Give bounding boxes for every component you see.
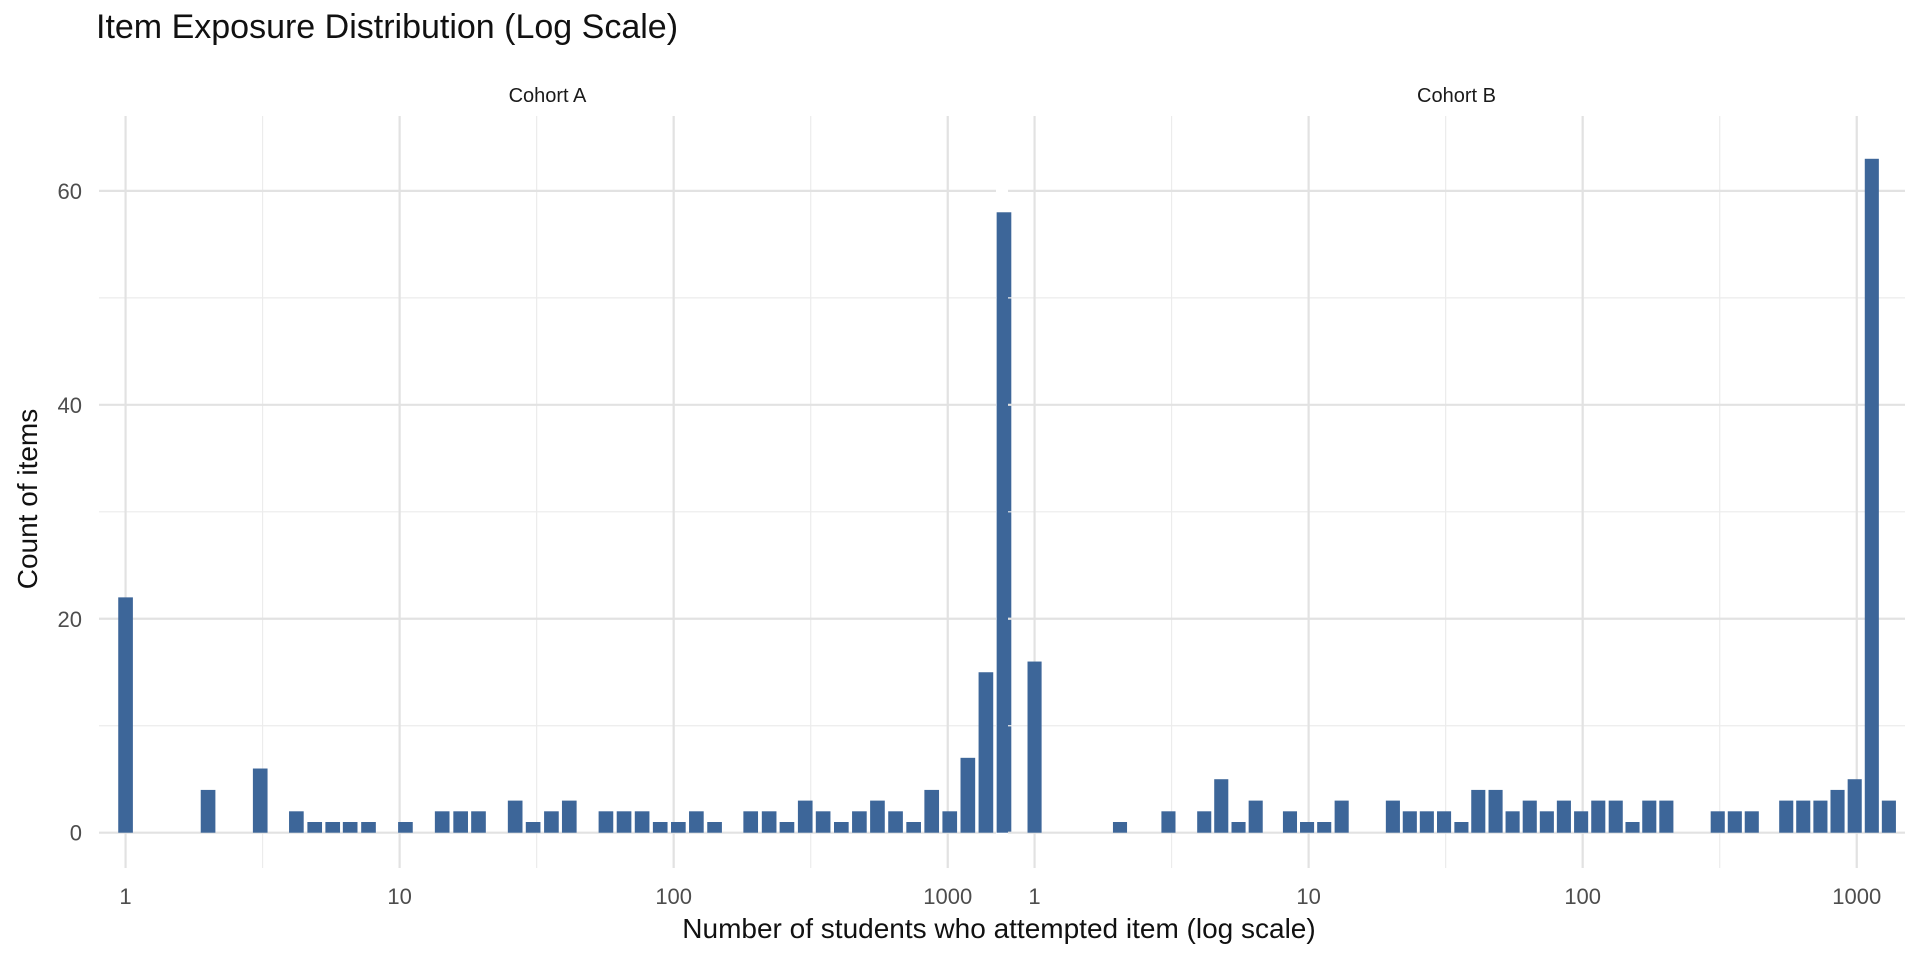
bar (252, 768, 268, 833)
bar (1881, 800, 1896, 833)
bar (1334, 800, 1349, 833)
bar (1591, 800, 1606, 833)
x-tick-label: 100 (1564, 884, 1601, 909)
bar (1796, 800, 1811, 833)
x-tick-label: 1 (1028, 884, 1040, 909)
bar (1642, 800, 1657, 833)
bar (1659, 800, 1674, 833)
bar (1112, 822, 1128, 833)
bar (671, 822, 686, 833)
bar (1248, 800, 1263, 833)
facet-panel: Cohort A 1 10 100 1000 (99, 85, 1012, 909)
bar (1161, 811, 1176, 833)
bar (761, 811, 777, 833)
bar (471, 811, 486, 833)
bar (1813, 800, 1828, 833)
x-tick-label: 1000 (923, 884, 972, 909)
bar (1385, 800, 1400, 833)
bar (1027, 661, 1042, 833)
bar (453, 811, 468, 833)
y-tick-label: 60 (58, 179, 82, 204)
bar (1419, 811, 1434, 833)
bar (779, 822, 795, 833)
bar (1317, 822, 1332, 833)
bar (598, 811, 614, 833)
bar (200, 789, 216, 833)
bar (325, 822, 341, 833)
bar (1300, 822, 1315, 833)
bar (1744, 811, 1759, 833)
bar (434, 811, 450, 833)
bar (1625, 822, 1640, 833)
bar (1864, 158, 1879, 833)
bar (1539, 811, 1554, 833)
bar (888, 811, 903, 833)
bar (870, 800, 885, 833)
bar (996, 212, 1012, 833)
bar (544, 811, 559, 833)
x-tick-label: 10 (1296, 884, 1320, 909)
bar (652, 822, 668, 833)
bar (1437, 811, 1452, 833)
bar (507, 800, 523, 833)
bar (1402, 811, 1417, 833)
bar (342, 822, 358, 833)
y-tick-label: 40 (58, 393, 82, 418)
bar (634, 811, 650, 833)
bar (906, 822, 921, 833)
bar (1830, 789, 1845, 833)
bar (616, 811, 632, 833)
bar (1847, 779, 1862, 833)
bar (707, 822, 722, 833)
bar (689, 811, 704, 833)
bar (743, 811, 759, 833)
bar (289, 811, 304, 833)
x-tick-label: 1 (119, 884, 131, 909)
bar (960, 757, 976, 833)
bar (1454, 822, 1469, 833)
bar (942, 811, 958, 833)
bar (307, 822, 323, 833)
facet-label: Cohort B (1417, 85, 1496, 107)
bar (815, 811, 831, 833)
x-tick-label: 10 (387, 884, 411, 909)
facet-label: Cohort A (509, 85, 587, 107)
bar (361, 822, 376, 833)
bar (1231, 822, 1246, 833)
bar (1488, 789, 1503, 833)
y-tick-label: 20 (58, 607, 82, 632)
bar (398, 822, 413, 833)
bar (1574, 811, 1589, 833)
bar (924, 789, 940, 833)
bar (1556, 800, 1571, 833)
bar (797, 800, 813, 833)
bar (1522, 800, 1537, 833)
bar (1710, 811, 1725, 833)
bar (1608, 800, 1623, 833)
bar (1471, 789, 1486, 833)
bar (1779, 800, 1794, 833)
x-tick-label: 1000 (1832, 884, 1881, 909)
bar (1282, 811, 1298, 833)
x-tick-label: 100 (655, 884, 692, 909)
bar (978, 672, 994, 833)
y-tick-label: 0 (70, 821, 82, 846)
chart-title: Item Exposure Distribution (Log Scale) (96, 8, 679, 46)
bar (852, 811, 867, 833)
bar (118, 597, 133, 833)
y-axis-title: Count of items (12, 409, 43, 590)
bar (561, 800, 577, 833)
facet-panel: Cohort B 1 10 100 1000 (1008, 85, 1905, 909)
bar (1214, 779, 1229, 833)
x-axis-title: Number of students who attempted item (l… (682, 913, 1315, 944)
bar (834, 822, 849, 833)
bar (1505, 811, 1520, 833)
bar (1197, 811, 1212, 833)
bar (1727, 811, 1742, 833)
bar (525, 822, 541, 833)
